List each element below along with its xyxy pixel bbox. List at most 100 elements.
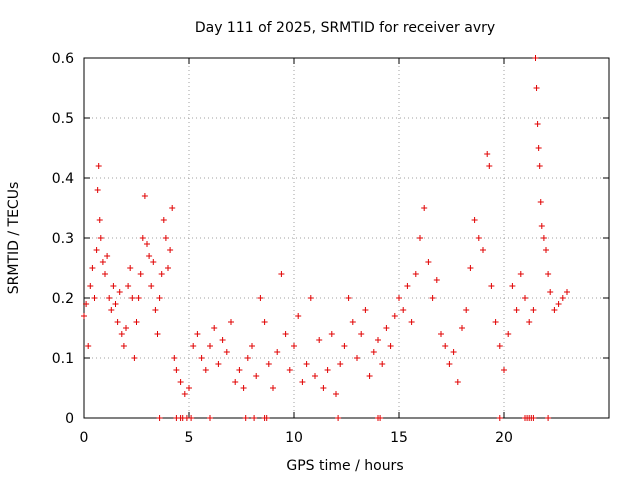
data-point	[412, 271, 419, 277]
data-point	[291, 343, 297, 349]
data-point	[396, 295, 402, 301]
data-point	[307, 295, 314, 301]
data-point	[383, 325, 390, 331]
data-point	[120, 343, 127, 349]
data-point	[551, 307, 558, 313]
data-point	[488, 283, 495, 289]
data-point	[526, 319, 533, 325]
data-point	[83, 301, 90, 307]
data-point	[501, 367, 507, 373]
data-point	[341, 343, 348, 349]
data-point	[173, 367, 180, 373]
data-point	[240, 385, 247, 391]
data-point	[513, 307, 520, 313]
data-point	[564, 289, 570, 295]
data-point	[150, 259, 157, 265]
data-point	[324, 367, 331, 373]
data-point	[484, 151, 491, 157]
data-point	[81, 313, 87, 319]
x-tick-labels: 0 5 10 15 20	[80, 430, 513, 446]
data-point	[533, 85, 540, 91]
data-point	[421, 205, 428, 211]
data-point	[532, 55, 539, 61]
data-point	[232, 379, 239, 385]
data-point	[463, 307, 470, 313]
data-point	[89, 265, 96, 271]
data-point	[538, 223, 545, 229]
data-point	[141, 193, 148, 199]
data-point	[282, 331, 289, 337]
data-point	[154, 331, 161, 337]
data-point	[509, 283, 516, 289]
y-tick-label: 0	[65, 411, 74, 427]
data-point	[545, 271, 552, 277]
data-point	[408, 319, 415, 325]
data-point	[242, 415, 249, 421]
data-point	[144, 241, 150, 247]
data-point	[215, 361, 222, 367]
data-point	[337, 361, 344, 367]
x-tick-label: 15	[390, 430, 408, 446]
data-point	[104, 253, 111, 259]
data-point	[118, 331, 125, 337]
data-point	[129, 295, 136, 301]
data-point	[274, 349, 281, 355]
data-point	[454, 379, 461, 385]
data-points	[81, 55, 570, 421]
data-point	[545, 415, 552, 421]
data-point	[278, 271, 285, 277]
data-point	[517, 271, 524, 277]
data-point	[108, 307, 115, 313]
data-point	[244, 355, 251, 361]
data-point	[137, 271, 144, 277]
data-point	[110, 283, 117, 289]
data-point	[91, 295, 98, 301]
data-point	[286, 367, 293, 373]
data-point	[349, 319, 356, 325]
data-point	[249, 343, 255, 349]
data-point	[114, 319, 121, 325]
data-point	[156, 295, 163, 301]
x-tick-label: 5	[185, 430, 194, 446]
data-point	[391, 313, 398, 319]
data-point	[156, 415, 163, 421]
data-point	[316, 337, 323, 343]
data-point	[333, 391, 339, 397]
data-point	[370, 349, 377, 355]
data-point	[486, 163, 493, 169]
data-point	[433, 277, 440, 283]
data-point	[169, 205, 176, 211]
y-tick-label: 0.2	[52, 291, 74, 307]
data-point	[536, 163, 543, 169]
data-point	[404, 283, 411, 289]
data-point	[354, 355, 360, 361]
x-tick-label: 20	[495, 430, 513, 446]
data-point	[312, 373, 318, 379]
data-point	[328, 331, 335, 337]
data-point	[146, 253, 153, 259]
data-point	[299, 379, 306, 385]
y-tick-label: 0.4	[52, 171, 74, 187]
data-point	[535, 145, 542, 151]
data-point	[102, 271, 108, 277]
data-point	[438, 331, 444, 337]
data-point	[186, 385, 192, 391]
data-point	[158, 271, 165, 277]
data-point	[379, 361, 386, 367]
data-point	[228, 319, 234, 325]
y-axis-label: SRMTID / TECUs	[6, 182, 22, 295]
data-point	[425, 259, 432, 265]
data-point	[467, 265, 474, 271]
data-point	[496, 343, 503, 349]
data-point	[181, 391, 188, 397]
data-point	[358, 331, 365, 337]
data-point	[320, 385, 327, 391]
plot-frame	[83, 57, 610, 419]
data-point	[265, 361, 272, 367]
data-point	[188, 415, 195, 421]
data-point	[475, 235, 482, 241]
data-point	[366, 373, 373, 379]
y-tick-label: 0.5	[52, 111, 74, 127]
data-point	[207, 415, 213, 421]
x-axis-label: GPS time / hours	[286, 458, 403, 474]
